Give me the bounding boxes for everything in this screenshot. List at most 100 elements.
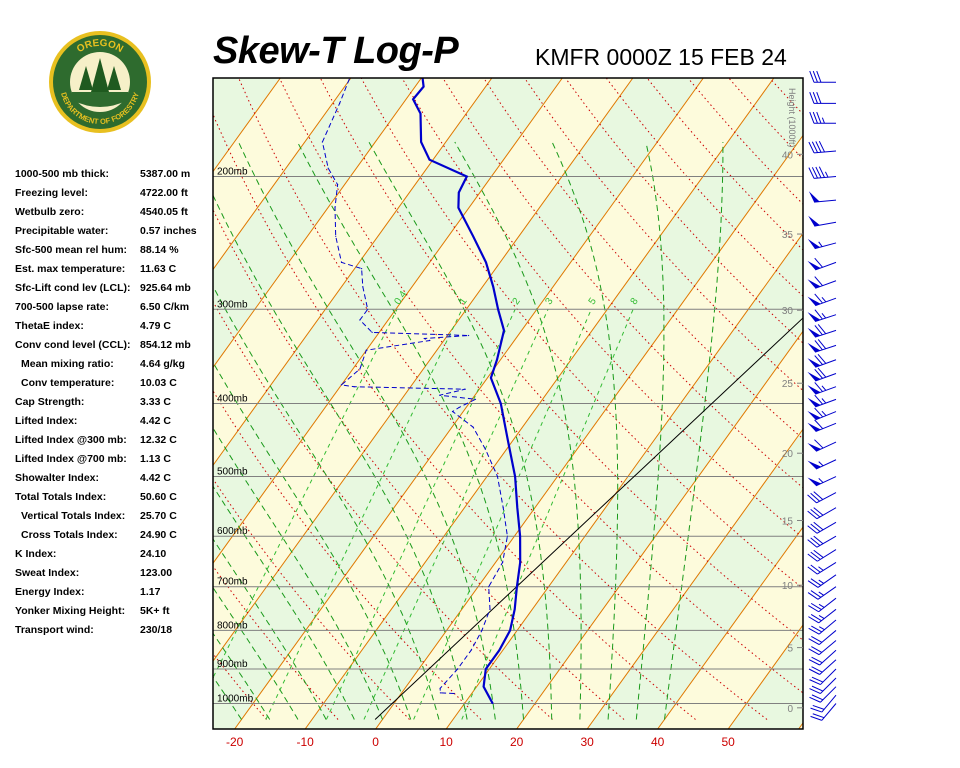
wind-barb: [809, 111, 836, 124]
isotherm-band: [869, 78, 960, 729]
index-row: Freezing level: 4722.00 ft: [15, 187, 215, 206]
wind-barbs: [807, 70, 861, 729]
index-value: 50.60 C: [140, 491, 177, 503]
moist-adiabat: [635, 141, 665, 720]
index-row: Energy Index: 1.17: [15, 586, 215, 605]
isotherm-line: [0, 78, 210, 729]
moist-adiabat: [213, 194, 468, 720]
temperature-tick-label: 30: [580, 735, 594, 749]
moist-adiabat: [297, 141, 524, 720]
index-value: 88.14 %: [140, 244, 179, 256]
height-tick-label: 40: [782, 150, 794, 161]
dewpoint-point: [359, 319, 361, 321]
temperature-tick-label: -20: [226, 735, 244, 749]
index-label: Lifted Index:: [15, 415, 78, 427]
dewpoint-point: [337, 184, 339, 186]
temperature-point: [516, 586, 518, 588]
index-row: Cross Totals Index: 24.90 C: [15, 529, 215, 548]
index-row: Conv cond level (CCL): 854.12 mb: [15, 339, 215, 358]
isotherm-line: [0, 78, 69, 729]
dewpoint-point: [468, 334, 470, 337]
oregon-dept-forestry-logo: OREGON DEPARTMENT OF FORESTRY: [49, 31, 151, 133]
mixing-ratio-label: 1: [457, 296, 469, 307]
wind-barb: [809, 92, 836, 104]
wind-barb: [808, 140, 837, 154]
temperature-point: [420, 59, 421, 60]
chart-title: Skew-T Log-P: [213, 30, 459, 72]
temperature-tick-label: 20: [510, 735, 524, 749]
index-label: Showalter Index:: [15, 472, 100, 484]
index-value: 4.42 C: [140, 472, 171, 484]
index-row: ThetaE index: 4.79 C: [15, 320, 215, 339]
dry-adiabat: [213, 113, 696, 720]
temperature-point: [507, 441, 509, 443]
index-label: Sweat Index:: [15, 567, 80, 579]
mixing-ratio-line: [325, 309, 516, 720]
dewpoint-point: [472, 426, 474, 428]
height-tick-label: 25: [782, 379, 794, 390]
index-label: Freezing level:: [15, 187, 88, 199]
height-tick-label: 30: [782, 306, 794, 317]
index-row: Sfc-500 mean rel hum: 88.14 %: [15, 244, 215, 263]
dewpoint-point: [496, 475, 499, 478]
mixing-ratio-line: [363, 309, 549, 720]
dewpoint-point: [315, 9, 316, 10]
index-value: 5K+ ft: [140, 605, 170, 617]
wind-barb: [807, 491, 837, 504]
index-value: 10.03 C: [140, 377, 177, 389]
index-value: 230/18: [140, 624, 173, 636]
dewpoint-point: [474, 398, 477, 400]
mixing-ratio-label: 5: [587, 296, 599, 307]
dewpoint-point: [367, 308, 369, 310]
mixing-ratio-line: [461, 309, 634, 720]
dewpoint-point: [335, 235, 337, 237]
temperature-point: [485, 668, 487, 670]
pressure-label: 400mb: [217, 393, 248, 404]
index-label: Sfc-Lift cond lev (LCL):: [15, 282, 131, 294]
index-label: 1000-500 mb thick:: [15, 168, 109, 180]
index-row: Sfc-Lift cond lev (LCL): 925.64 mb: [15, 282, 215, 301]
sounding-traces: [315, 9, 803, 720]
isotherm-line: [940, 78, 960, 729]
pressure-label: 600mb: [217, 526, 248, 537]
dewpoint-point: [327, 167, 329, 169]
wind-barb: [807, 339, 837, 353]
wind-barb: [808, 649, 837, 666]
index-row: 1000-500 mb thick: 5387.00 m: [15, 168, 215, 187]
pressure-label: 1000mb: [217, 694, 254, 705]
temperature-point: [514, 608, 516, 610]
dry-adiabat: [278, 78, 803, 694]
dewpoint-point: [439, 692, 441, 694]
temperature-point: [519, 535, 521, 537]
dry-adiabat: [213, 389, 482, 720]
temperature-point: [420, 141, 422, 143]
dewpoint-point: [353, 386, 355, 388]
index-row: Yonker Mixing Height: 5K+ ft: [15, 605, 215, 624]
dewpoint-point: [356, 59, 357, 60]
index-value: 24.90 C: [140, 529, 177, 541]
dewpoint-point: [365, 349, 367, 351]
temperature-point: [519, 561, 521, 564]
temperature-tick-label: 40: [651, 735, 665, 749]
index-row: Sweat Index: 123.00: [15, 567, 215, 586]
index-value: 6.50 C/km: [140, 301, 190, 313]
isotherm-line: [213, 78, 422, 369]
dewpoint-point: [429, 339, 431, 342]
wind-barb: [807, 574, 837, 588]
mixing-ratio-line: [265, 309, 463, 720]
index-value: 854.12 mb: [140, 339, 191, 351]
wind-barb: [808, 619, 837, 635]
temperature-point: [423, 86, 425, 88]
dewpoint-point: [361, 268, 363, 270]
moist-adiabat: [238, 141, 496, 720]
wind-barb: [808, 640, 837, 656]
wind-barb: [807, 549, 837, 562]
index-value: 25.70 C: [140, 510, 177, 522]
moist-adiabat: [213, 485, 355, 720]
wind-barb: [807, 354, 837, 368]
index-row: Total Totals Index: 50.60 C: [15, 491, 215, 510]
pressure-label: 500mb: [217, 467, 248, 478]
index-label: Wetbulb zero:: [15, 206, 85, 218]
wind-barb: [808, 215, 837, 227]
pressure-label: 200mb: [217, 166, 248, 177]
